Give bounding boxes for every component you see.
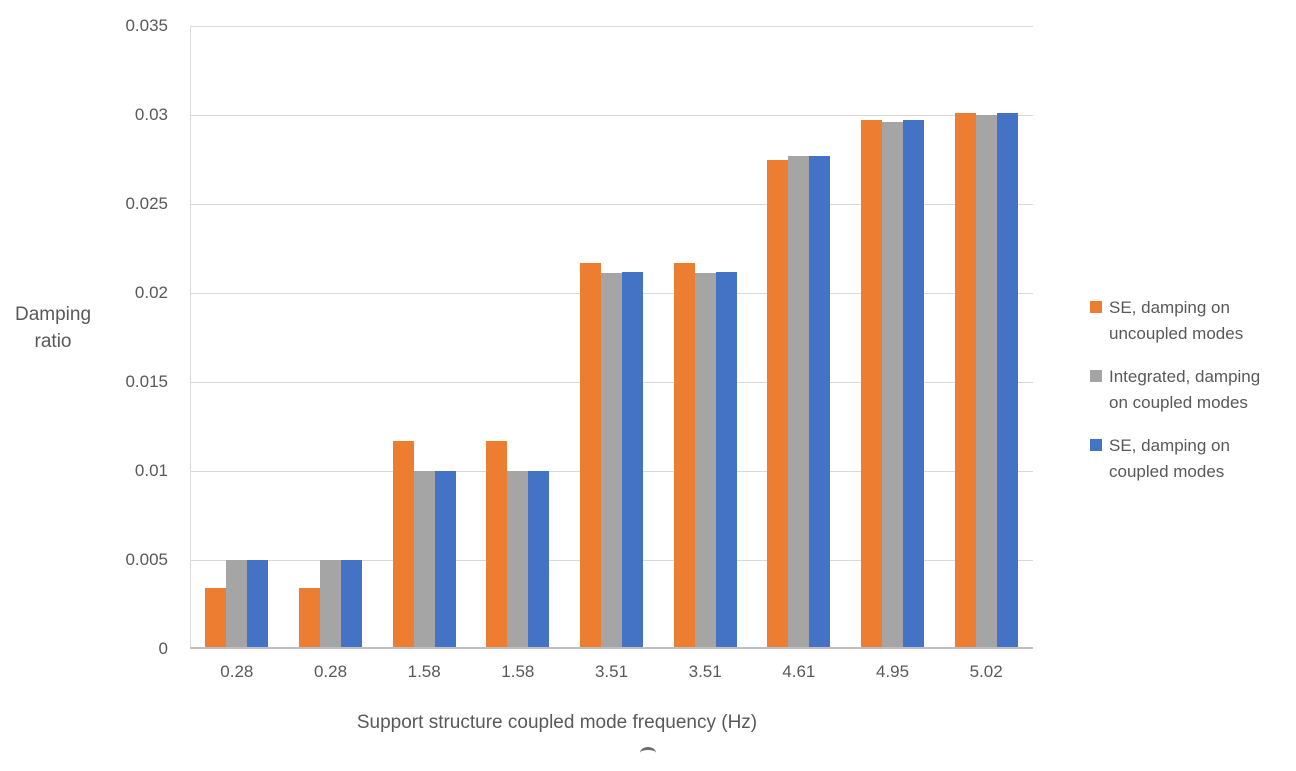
bar — [903, 120, 924, 647]
bar — [341, 560, 362, 647]
x-tick-label: 0.28 — [220, 662, 254, 681]
bar — [247, 560, 269, 647]
y-tick-label: 0.03 — [134, 105, 168, 124]
bar — [580, 262, 601, 647]
bar — [694, 273, 716, 647]
bar — [809, 155, 831, 647]
y-tick-label: 0.015 — [125, 372, 168, 391]
x-axis-line — [190, 647, 1033, 649]
legend-marker — [1090, 301, 1102, 313]
bar — [861, 120, 882, 647]
y-tick-label: 0.005 — [125, 550, 168, 569]
x-tick-label: 1.58 — [501, 662, 535, 681]
x-axis-title: Support structure coupled mode frequency… — [356, 712, 758, 733]
x-tick-label: 4.61 — [782, 662, 816, 681]
bar — [507, 471, 529, 647]
x-tick-label: 3.51 — [594, 662, 629, 681]
legend-label-line: Integrated, damping — [1109, 367, 1261, 386]
legend-label: Integrated, damping on coupled modes — [1109, 364, 1260, 416]
gridline — [190, 26, 1033, 27]
legend-item: Integrated, damping on coupled modes — [1090, 364, 1295, 416]
bar — [767, 159, 789, 647]
bar — [975, 115, 997, 647]
legend-label: SE, damping on coupled modes — [1109, 433, 1230, 485]
legend-item: SE, damping on coupled modes — [1090, 433, 1295, 485]
x-tick-label: 1.58 — [407, 662, 441, 681]
legend: SE, damping on uncoupled modes Integrated,… — [1090, 295, 1295, 485]
legend-marker — [1090, 439, 1102, 451]
bar — [528, 471, 550, 647]
legend-label: SE, damping on uncoupled modes — [1109, 295, 1243, 347]
x-tick-label: 4.95 — [875, 662, 910, 681]
y-axis-title: Damping ratio — [6, 301, 100, 355]
bar — [299, 588, 320, 647]
y-axis-title-line2: ratio — [34, 331, 72, 352]
gridline — [190, 204, 1033, 205]
legend-label-line: SE, damping on — [1109, 436, 1230, 455]
bar — [226, 560, 248, 647]
legend-label-line: SE, damping on — [1109, 298, 1230, 317]
gridline — [190, 115, 1033, 116]
legend-label-line: uncoupled modes — [1109, 324, 1244, 343]
x-tick-label: 0.28 — [313, 662, 348, 681]
bar — [882, 122, 903, 647]
y-tick-label: 0.035 — [125, 16, 168, 35]
y-tick-label: 0 — [158, 639, 168, 658]
y-tick-label: 0.02 — [134, 283, 168, 302]
x-tick-label: 3.51 — [688, 662, 722, 681]
bar — [673, 262, 695, 647]
x-tick-labels: 0.28 0.28 1.58 1.58 3.51 3.51 4.61 4.95 5.02 — [190, 662, 1033, 686]
bar — [205, 588, 227, 647]
bar — [434, 471, 456, 647]
bar — [622, 271, 643, 647]
bar — [601, 273, 622, 647]
bar — [715, 271, 737, 647]
y-axis-line — [190, 26, 191, 649]
bar — [392, 440, 414, 647]
bar — [486, 440, 508, 647]
bar — [996, 113, 1018, 647]
y-tick-label: 0.01 — [134, 461, 168, 480]
bar — [788, 155, 810, 647]
y-axis-title-line1: Damping — [14, 304, 92, 325]
plot-area — [190, 26, 1033, 649]
legend-marker — [1090, 370, 1102, 382]
y-tick-label: 0.025 — [125, 194, 168, 213]
cropped-character-fragment — [640, 747, 656, 759]
legend-item: SE, damping on uncoupled modes — [1090, 295, 1295, 347]
legend-label-line: coupled modes — [1109, 462, 1225, 481]
bar — [954, 113, 976, 647]
bar — [413, 471, 435, 647]
legend-label-line: on coupled modes — [1109, 393, 1248, 412]
bar — [320, 560, 341, 647]
x-tick-label: 5.02 — [969, 662, 1003, 681]
